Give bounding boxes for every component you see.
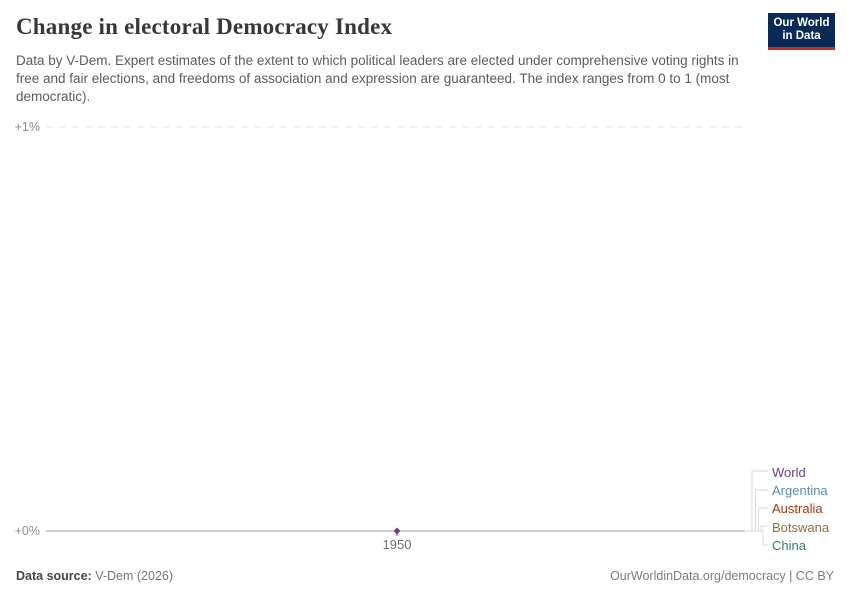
legend-item-australia[interactable]: Australia bbox=[772, 501, 823, 516]
legend-connectors bbox=[746, 470, 768, 546]
data-source-label: Data source: bbox=[16, 569, 92, 583]
ytick-plus1pct: +1% bbox=[14, 120, 40, 134]
xtick-1950: 1950 bbox=[382, 537, 412, 552]
legend-connector-world bbox=[746, 470, 768, 532]
attribution-link[interactable]: OurWorldinData.org/democracy | CC BY bbox=[610, 569, 834, 583]
ytick-plus0pct: +0% bbox=[14, 524, 40, 538]
data-source-note: Data source: V-Dem (2026) bbox=[16, 569, 173, 583]
chart-subtitle: Data by V-Dem. Expert estimates of the e… bbox=[16, 53, 739, 104]
data-source-value: V-Dem (2026) bbox=[91, 569, 174, 583]
legend-item-argentina[interactable]: Argentina bbox=[772, 483, 828, 498]
page-title: Change in electoral Democracy Index bbox=[16, 14, 393, 39]
legend-item-world[interactable]: World bbox=[772, 465, 806, 480]
legend-connector-botswana bbox=[746, 525, 768, 532]
owid-logo-line2: in Data bbox=[782, 30, 821, 42]
owid-logo: Our World in Data bbox=[768, 13, 835, 50]
legend-connector-australia bbox=[746, 507, 768, 532]
legend-connector-argentina bbox=[746, 489, 768, 532]
owid-logo-line1: Our World bbox=[773, 17, 830, 29]
legend-item-botswana[interactable]: Botswana bbox=[772, 520, 830, 535]
legend-connector-china bbox=[746, 530, 768, 546]
data-point-marker bbox=[393, 527, 401, 535]
legend-item-china[interactable]: China bbox=[772, 538, 806, 553]
